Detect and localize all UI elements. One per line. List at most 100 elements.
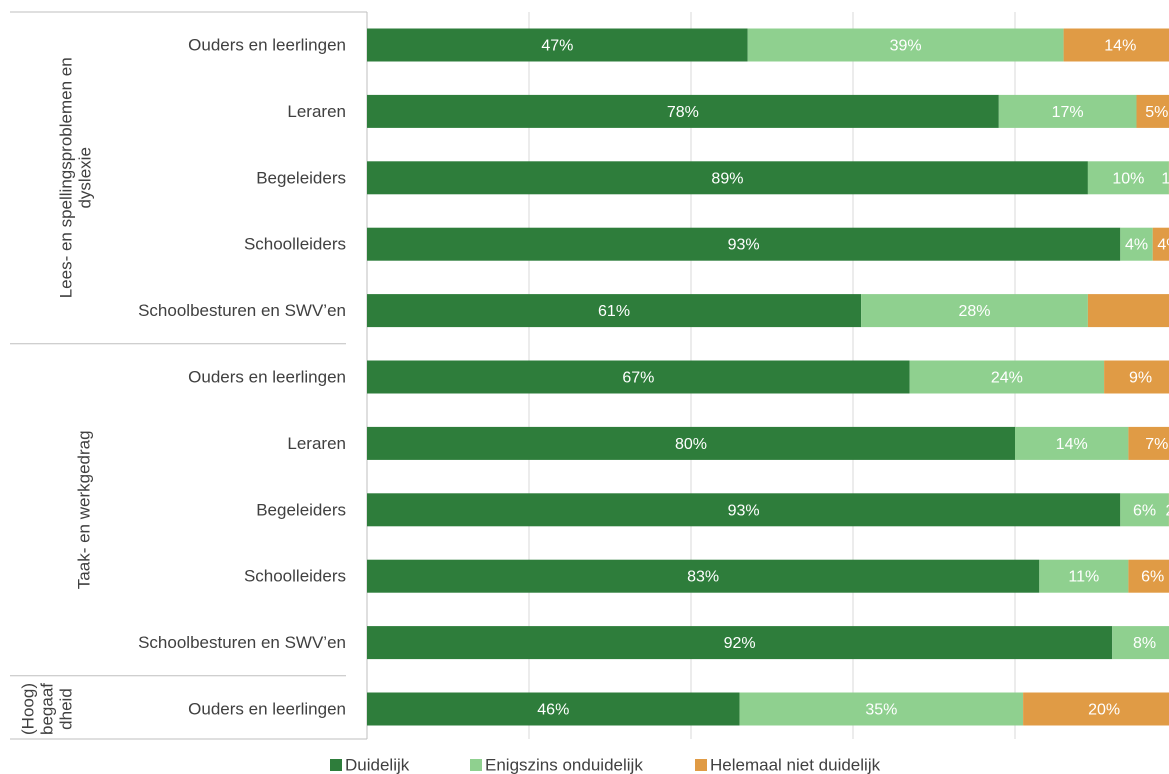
category-label: Begeleiders: [256, 500, 346, 519]
data-label: 2%: [1165, 502, 1169, 519]
bar-segment: [1112, 626, 1169, 660]
group-label-line: dheid: [57, 688, 76, 730]
bar-row: Schoolbesturen en SWV’en 92% 8%: [138, 626, 1169, 660]
group-label: Taak- en werkgedrag: [75, 430, 94, 589]
category-label: Schoolleiders: [244, 567, 346, 586]
bar-segment: [1120, 493, 1169, 527]
data-label: 46%: [537, 702, 569, 719]
data-label: 6%: [1141, 569, 1164, 586]
bar-row: Schoolbesturen en SWV’en 61% 28%: [138, 294, 1169, 328]
bar-segment: [1152, 227, 1169, 261]
bar-segment: [367, 94, 999, 128]
category-label: Leraren: [287, 434, 346, 453]
bar-segment: [909, 360, 1105, 394]
data-label: 67%: [622, 370, 654, 387]
category-label: Schoolleiders: [244, 235, 346, 254]
legend-swatch: [695, 759, 707, 771]
bar-segment: [367, 426, 1015, 460]
bar-segment: [367, 493, 1121, 527]
data-label: 89%: [711, 170, 743, 187]
data-label: 20%: [1088, 702, 1120, 719]
legend-label: Helemaal niet duidelijk: [710, 756, 881, 774]
group-label-line: (Hoog): [19, 683, 38, 735]
category-label: Schoolbesturen en SWV’en: [138, 633, 346, 652]
bar-segment: [1087, 294, 1169, 328]
bar-row: Schoolleiders 93% 4% 4%: [244, 227, 1169, 261]
data-label: 39%: [890, 38, 922, 55]
data-label: 7%: [1145, 436, 1168, 453]
bar-row: Ouders en leerlingen 46% 35% 20%: [188, 692, 1169, 726]
data-label: 83%: [687, 569, 719, 586]
bar-segment: [367, 294, 862, 328]
data-label: 14%: [1056, 436, 1088, 453]
group-label-line: begaaf: [38, 683, 57, 735]
bar-segment: [367, 360, 910, 394]
bar-segment: [367, 161, 1088, 195]
group-label-line: Taak- en werkgedrag: [75, 430, 94, 589]
data-label: 80%: [675, 436, 707, 453]
bar-row: Ouders en leerlingen 47% 39% 14%: [188, 28, 1169, 62]
group-label: (Hoog) begaaf dheid: [19, 683, 76, 735]
legend-label: Duidelijk: [345, 756, 410, 774]
data-label: 24%: [991, 370, 1023, 387]
data-label: 61%: [598, 303, 630, 320]
category-label: Schoolbesturen en SWV’en: [138, 301, 346, 320]
data-label: 9%: [1129, 370, 1152, 387]
bar-segment: [367, 559, 1040, 593]
category-label: Ouders en leerlingen: [188, 36, 346, 55]
bar-segment: [1039, 559, 1129, 593]
bar-segment: [1063, 28, 1169, 62]
category-label: Ouders en leerlingen: [188, 700, 346, 719]
bar-row: Schoolleiders 83% 11% 6%: [244, 559, 1169, 593]
bar-segment: [1015, 426, 1129, 460]
legend-label: Enigszins onduidelijk: [485, 756, 643, 774]
bar-segment: [739, 692, 1024, 726]
data-label: 17%: [1052, 104, 1084, 121]
bar-row: Leraren 78% 17% 5%: [287, 94, 1169, 128]
data-label: 4%: [1157, 237, 1169, 254]
data-label: 5%: [1145, 104, 1168, 121]
bar-segment: [1120, 227, 1153, 261]
bar-segment: [998, 94, 1137, 128]
data-label: 93%: [728, 237, 760, 254]
data-label: 1%: [1161, 170, 1169, 187]
bar-segment: [1087, 161, 1169, 195]
bar-row: Begeleiders 89% 10% 1%: [256, 161, 1169, 195]
bar-segment: [747, 28, 1064, 62]
data-label: 78%: [667, 104, 699, 121]
category-label: Begeleiders: [256, 168, 346, 187]
bar-segment: [367, 227, 1121, 261]
legend: Duidelijk Enigszins onduidelijk Helemaal n…: [330, 756, 881, 774]
group-label: Lees- en spellingsproblemen en dyslexie: [57, 57, 95, 298]
category-label: Leraren: [287, 102, 346, 121]
bar-row: Begeleiders 93% 6% 2%: [256, 493, 1169, 527]
data-label: 14%: [1104, 38, 1136, 55]
data-label: 47%: [541, 38, 573, 55]
data-label: 4%: [1125, 237, 1148, 254]
bar-segment: [367, 28, 748, 62]
data-label: 93%: [728, 502, 760, 519]
bar-segment: [367, 692, 740, 726]
data-label: 28%: [958, 303, 990, 320]
data-label: 10%: [1112, 170, 1144, 187]
bar-row: Leraren 80% 14% 7%: [287, 426, 1169, 460]
bar-segment: [1128, 559, 1169, 593]
bar-segment: [861, 294, 1088, 328]
bar-segment: [1128, 426, 1169, 460]
data-label: 8%: [1133, 635, 1156, 652]
bar-segment: [367, 626, 1113, 660]
category-label: Ouders en leerlingen: [188, 368, 346, 387]
legend-swatch: [330, 759, 342, 771]
bar-segment: [1104, 360, 1169, 394]
data-label: 35%: [865, 702, 897, 719]
bar-segment: [1136, 94, 1169, 128]
data-label: 11%: [1068, 569, 1099, 586]
legend-swatch: [470, 759, 482, 771]
data-label: 6%: [1133, 502, 1156, 519]
bar-row: Ouders en leerlingen 67% 24% 9%: [188, 360, 1169, 394]
group-label-line: Lees- en spellingsproblemen en: [57, 57, 76, 298]
bar-segment: [1023, 692, 1169, 726]
group-label-line: dyslexie: [76, 147, 95, 208]
data-label: 92%: [724, 635, 756, 652]
